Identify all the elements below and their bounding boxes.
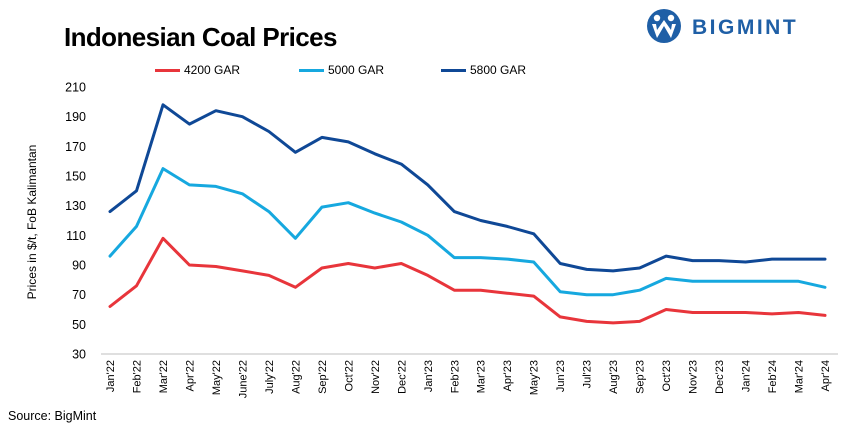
- x-tick-label: Sep'23: [635, 360, 647, 394]
- x-tick-label: Sep'22: [317, 360, 329, 394]
- y-tick-label: 190: [65, 110, 86, 124]
- y-tick-label: 170: [65, 140, 86, 154]
- legend-swatch-4200: [155, 68, 180, 72]
- bigmint-logo-icon: [647, 9, 681, 43]
- series-line-4200-gar: [108, 236, 827, 325]
- legend-swatch-5000: [299, 68, 324, 72]
- x-tick-label: Nov'22: [370, 360, 382, 394]
- x-tick-label: Mar'22: [158, 360, 170, 393]
- chart-legend: 4200 GAR 5000 GAR 5800 GAR: [0, 62, 859, 78]
- legend-label-5800: 5800 GAR: [470, 63, 527, 77]
- x-tick-label: Oct'22: [343, 360, 355, 391]
- logo-text: BIGMINT: [692, 16, 799, 39]
- legend-label-5000: 5000 GAR: [328, 63, 385, 77]
- x-tick-label: Jan'23: [423, 360, 435, 392]
- y-tick-label: 50: [72, 318, 86, 332]
- x-tick-label: May'22: [211, 360, 223, 395]
- x-tick-label: Feb'23: [449, 360, 461, 393]
- x-tick-label: Aug'23: [608, 360, 620, 394]
- x-tick-label: Jun'23: [555, 360, 567, 392]
- x-tick-label: Jan'22: [105, 360, 117, 392]
- series-line-5800-gar: [108, 103, 827, 273]
- x-tick-label: July'22: [264, 360, 276, 394]
- legend-swatch-5800: [441, 68, 466, 72]
- x-tick-label: Mar'24: [794, 360, 806, 393]
- x-tick-label: Apr'23: [502, 360, 514, 391]
- x-tick-label: Feb'22: [131, 360, 143, 393]
- y-tick-label: 150: [65, 170, 86, 184]
- x-tick-label: Nov'23: [688, 360, 700, 394]
- x-tick-label: June'22: [237, 360, 249, 398]
- series-line-5000-gar: [108, 167, 827, 297]
- y-tick-label: 130: [65, 199, 86, 213]
- x-tick-label: Apr'22: [184, 360, 196, 391]
- legend-item-5800: 5800 GAR: [441, 62, 526, 78]
- chart-title: Indonesian Coal Prices: [64, 22, 337, 52]
- x-tick-label: May'23: [529, 360, 541, 395]
- source-note: Source: BigMint: [8, 409, 97, 423]
- x-tick-label: Dec'22: [396, 360, 408, 394]
- x-tick-label: Jul'23: [582, 360, 594, 388]
- x-tick-label: Apr'24: [820, 360, 832, 391]
- legend-label-4200: 4200 GAR: [184, 63, 241, 77]
- legend-item-5000: 5000 GAR: [299, 62, 384, 78]
- y-tick-label: 210: [65, 81, 86, 95]
- y-tick-label: 110: [66, 229, 86, 243]
- y-tick-label: 90: [72, 259, 86, 273]
- x-tick-label: Aug'22: [290, 360, 302, 394]
- x-tick-label: Jan'24: [741, 360, 753, 392]
- x-tick-label: Oct'23: [661, 360, 673, 391]
- y-tick-label: 70: [72, 288, 86, 302]
- y-tick-label: 30: [72, 348, 86, 362]
- x-tick-label: Feb'24: [767, 360, 779, 393]
- x-tick-label: Dec'23: [714, 360, 726, 394]
- legend-item-4200: 4200 GAR: [155, 62, 240, 78]
- x-tick-label: Mar'23: [476, 360, 488, 393]
- bigmint-logo: BIGMINT: [644, 8, 849, 44]
